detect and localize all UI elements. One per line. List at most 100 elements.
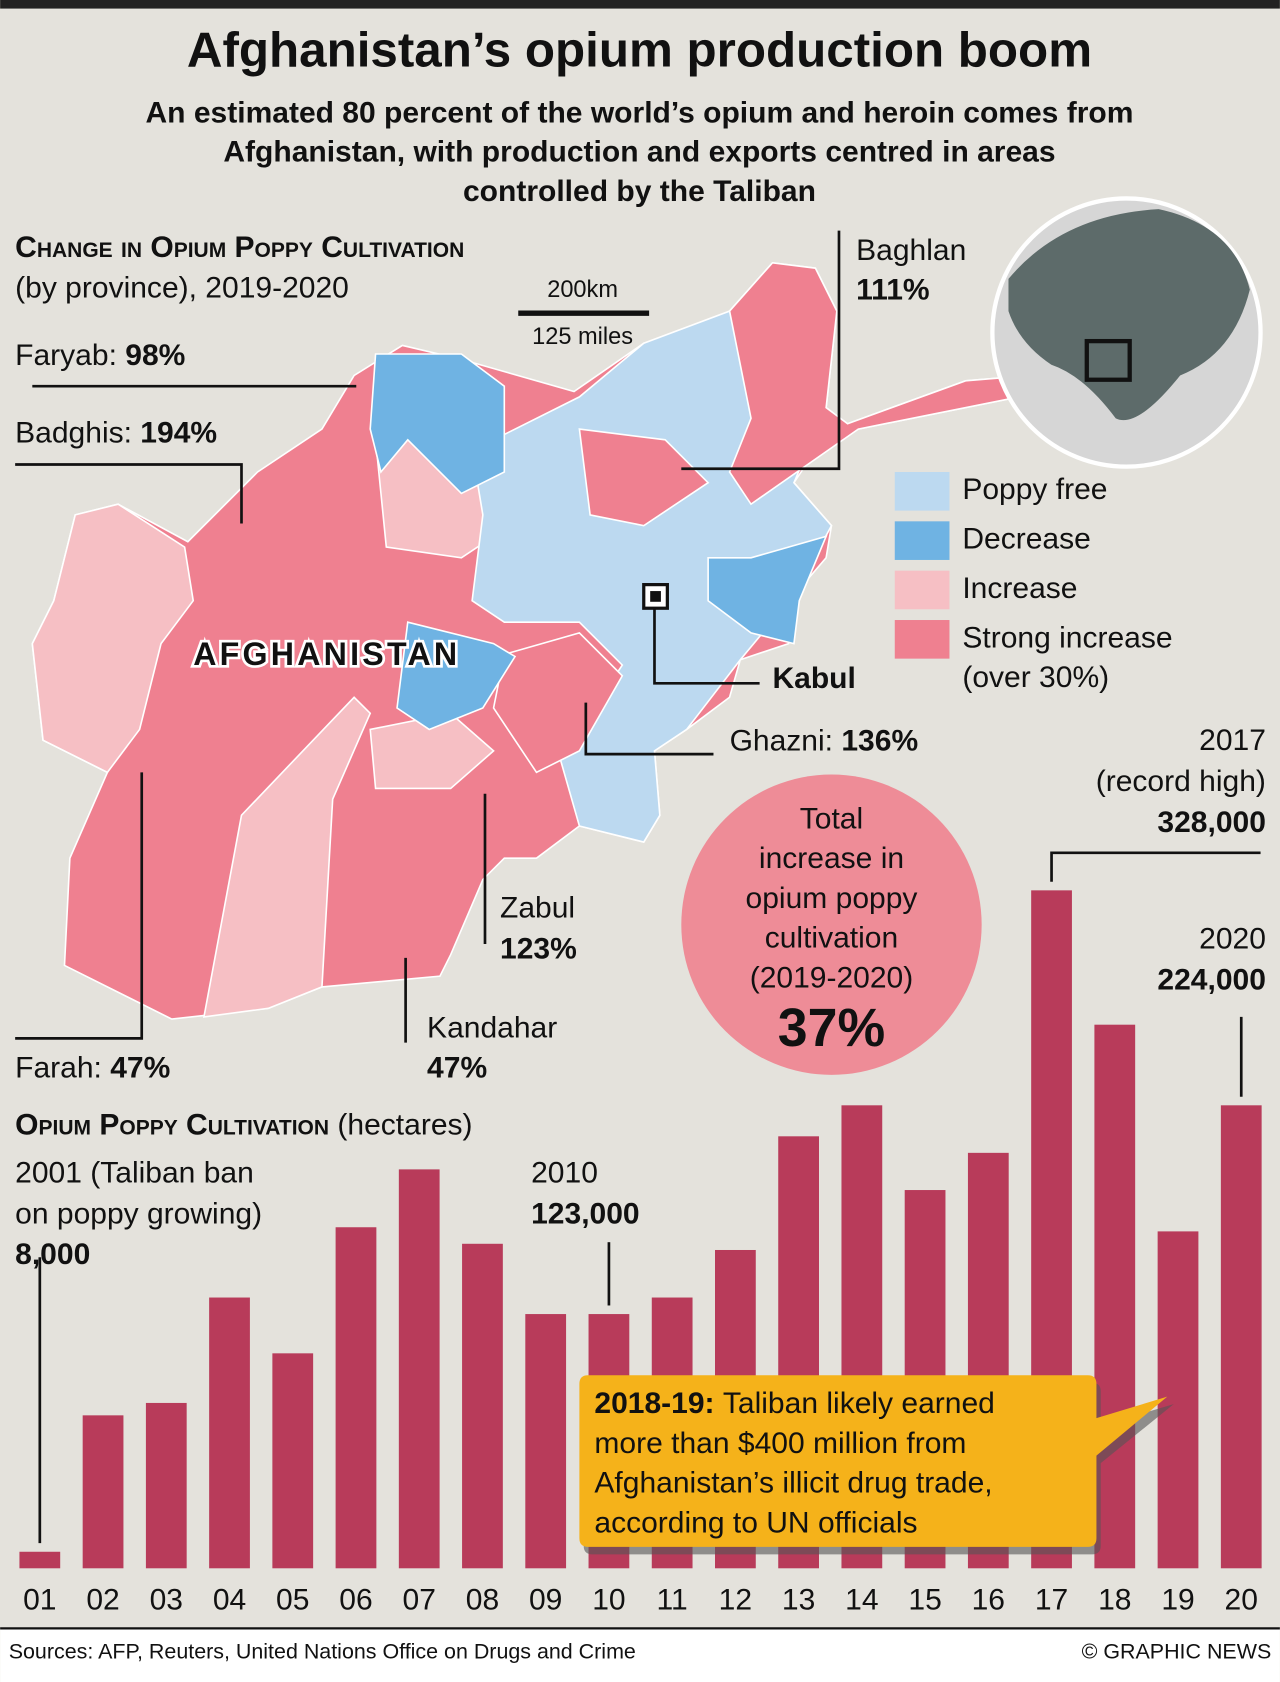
- top-bar: [0, 0, 1280, 9]
- x-tick-label: 11: [657, 1583, 688, 1616]
- globe-land: [1008, 209, 1250, 421]
- subtitle: An estimated 80 percent of the world’s o…: [146, 97, 1134, 130]
- total-label: increase in: [759, 842, 904, 875]
- x-tick-label: 05: [276, 1583, 309, 1616]
- map: [31, 261, 1032, 1020]
- bar-chart: 01 2001 (Taliban ban on poppy growing) 8,00…: [15, 724, 1266, 1616]
- legend-label: (over 30%): [962, 661, 1109, 694]
- bar: [335, 1227, 377, 1569]
- value-label: 224,000: [1157, 963, 1266, 996]
- callout-text: 2018-19: Taliban likely earned: [594, 1387, 994, 1420]
- x-tick-label: 15: [908, 1583, 941, 1616]
- globe: [990, 196, 1263, 469]
- bar: [525, 1314, 567, 1569]
- legend-swatch: [894, 620, 950, 659]
- chart-title: Opium Poppy Cultivation: [15, 1108, 329, 1141]
- bar: [1157, 1231, 1199, 1569]
- x-tick-label: 14: [845, 1583, 878, 1616]
- x-tick-label: 09: [529, 1583, 562, 1616]
- total-circle: [681, 774, 982, 1075]
- province-label: Ghazni: 136%: [730, 724, 919, 757]
- bar: [145, 1402, 187, 1569]
- x-tick-label: 17: [1035, 1583, 1068, 1616]
- total-text: Total increase in opium poppy cultivation (2…: [746, 803, 918, 995]
- globe-marker: [1084, 338, 1132, 382]
- annotation: (record high): [1096, 765, 1266, 798]
- total-label: cultivation: [765, 922, 898, 955]
- bar: [462, 1243, 503, 1569]
- chart-unit: (hectares): [337, 1108, 472, 1141]
- x-tick-label: 10: [592, 1583, 625, 1616]
- bar: [1094, 1024, 1136, 1569]
- x-tick-label: 20: [1225, 1583, 1258, 1616]
- callout-line: according to UN officials: [594, 1506, 917, 1539]
- scale-label: 125 miles: [532, 323, 633, 349]
- province: [707, 535, 828, 645]
- annotation: 2017: [1199, 724, 1266, 757]
- total-label: opium poppy: [746, 882, 918, 915]
- leader-line: [15, 463, 243, 524]
- subtitle: controlled by the Taliban: [463, 175, 816, 208]
- sources: Sources: AFP, Reuters, United Nations Of…: [9, 1640, 636, 1664]
- x-tick-label: 07: [403, 1583, 436, 1616]
- province: [31, 503, 195, 774]
- value-label: 328,000: [1157, 806, 1266, 839]
- province: [492, 631, 624, 774]
- legend-label: Increase: [962, 572, 1077, 605]
- legend-label: Poppy free: [962, 473, 1107, 506]
- callout-box: [579, 1375, 1168, 1547]
- province-value: 98%: [125, 339, 185, 372]
- footer: [0, 1628, 1280, 1682]
- scale-label: 200km: [547, 276, 618, 302]
- legend-label: Strong increase: [962, 621, 1172, 654]
- x-tick-label: 08: [466, 1583, 499, 1616]
- country-label: AFGHANISTAN: [193, 636, 460, 672]
- province-value: 136%: [841, 724, 918, 757]
- annotation: 2010: [531, 1157, 598, 1190]
- x-tick-label: 19: [1161, 1583, 1194, 1616]
- title: Afghanistan’s opium production boom: [187, 23, 1092, 78]
- x-tick-label: 02: [86, 1583, 119, 1616]
- annotation: 2020: [1199, 923, 1266, 956]
- leader-line: [653, 608, 760, 685]
- leader-line: [681, 230, 841, 471]
- total-label: Total: [800, 803, 863, 836]
- province-value: 47%: [110, 1051, 170, 1084]
- bar: [398, 1169, 440, 1569]
- province-label: Badghis: 194%: [15, 416, 217, 449]
- legend-label: Decrease: [962, 523, 1090, 556]
- province: [728, 261, 1032, 506]
- subtitle: Afghanistan, with production and exports…: [223, 135, 1055, 168]
- leader-line: [15, 772, 144, 1040]
- total-label: (2019-2020): [750, 961, 914, 994]
- bar: [1220, 1105, 1262, 1569]
- callout-line: more than $400 million from: [594, 1427, 966, 1460]
- map-title: Change in Opium Poppy Cultivation: [15, 231, 464, 264]
- province-value: 111%: [856, 274, 929, 307]
- x-tick-label: 18: [1098, 1583, 1131, 1616]
- x-tick-label: 04: [213, 1583, 246, 1616]
- legend-swatch: [894, 570, 950, 610]
- legend: Poppy free Decrease Increase Strong increas…: [894, 471, 1173, 694]
- province-value: 47%: [427, 1051, 487, 1084]
- value-label: 8,000: [15, 1238, 90, 1271]
- province-name: Baghlan: [856, 234, 966, 267]
- province: [369, 353, 506, 495]
- legend-swatch: [894, 471, 950, 511]
- callout-line: Afghanistan’s illicit drug trade,: [594, 1467, 992, 1500]
- province: [396, 621, 517, 731]
- x-tick-label: 13: [782, 1583, 815, 1616]
- total-value: 37%: [778, 998, 885, 1058]
- x-tick-label: 06: [339, 1583, 372, 1616]
- province-label: Faryab: 98%: [15, 339, 185, 372]
- annotation: on poppy growing): [15, 1197, 262, 1230]
- bar: [209, 1297, 250, 1569]
- x-tick-label: 03: [150, 1583, 183, 1616]
- province-name: Faryab:: [15, 339, 117, 372]
- province: [202, 696, 372, 1018]
- x-tick-label: 12: [719, 1583, 752, 1616]
- value-label: 123,000: [531, 1197, 640, 1230]
- credit: © GRAPHIC NEWS: [1082, 1640, 1272, 1664]
- map-subtitle: (by province), 2019-2020: [15, 272, 349, 305]
